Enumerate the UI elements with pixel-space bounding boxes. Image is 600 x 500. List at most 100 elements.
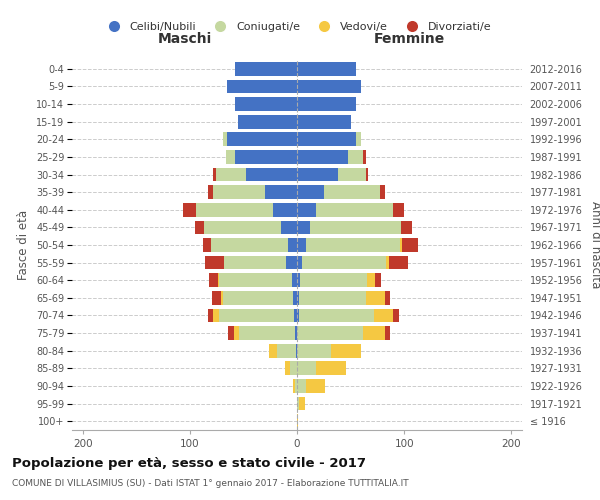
Bar [196,203,274,216]
Bar [184,203,196,216]
Bar [401,220,412,234]
Bar [375,274,380,287]
Bar [219,274,292,287]
Bar [394,203,404,216]
Bar [297,326,364,340]
Bar [239,326,295,340]
Bar [204,220,281,234]
Bar [297,362,316,375]
Bar [297,256,302,270]
Bar [296,344,297,358]
Bar [226,150,235,164]
Bar [394,308,399,322]
Bar [389,256,409,270]
Bar [367,274,375,287]
Bar [365,168,368,181]
Bar [212,291,221,304]
Bar [269,344,277,358]
Bar [374,308,394,322]
Bar [305,379,325,393]
Bar [297,308,299,322]
Bar [195,220,204,234]
Text: COMUNE DI VILLASIMIUS (SU) - Dati ISTAT 1° gennaio 2017 - Elaborazione TUTTITALI: COMUNE DI VILLASIMIUS (SU) - Dati ISTAT … [12,479,409,488]
Bar [214,168,215,181]
Bar [297,291,299,304]
Bar [297,238,305,252]
Bar [290,362,297,375]
Bar [286,256,297,270]
Bar [380,186,385,199]
Bar [338,168,365,181]
Bar [316,362,346,375]
Bar [400,238,402,252]
Bar [238,115,297,128]
Bar [285,362,290,375]
Bar [221,291,223,304]
Bar [297,150,349,164]
Bar [297,132,356,146]
Bar [208,186,214,199]
Bar [299,396,305,410]
Bar [295,379,297,393]
Bar [331,344,361,358]
Bar [223,132,227,146]
Bar [364,150,365,164]
Bar [235,97,297,111]
Bar [385,326,390,340]
Bar [386,256,389,270]
Text: Femmine: Femmine [374,32,445,46]
Bar [265,186,297,199]
Y-axis label: Fasce di età: Fasce di età [17,210,31,280]
Bar [274,203,297,216]
Bar [364,326,385,340]
Legend: Celibi/Nubili, Coniugati/e, Vedovi/e, Divorziati/e: Celibi/Nubili, Coniugati/e, Vedovi/e, Di… [98,18,496,36]
Bar [297,379,305,393]
Bar [224,256,286,270]
Bar [305,238,400,252]
Bar [297,396,299,410]
Bar [293,379,295,393]
Bar [208,308,214,322]
Bar [203,238,211,252]
Bar [297,62,356,76]
Bar [277,344,296,358]
Bar [297,203,316,216]
Bar [214,308,219,322]
Bar [297,115,350,128]
Bar [214,186,265,199]
Bar [299,291,365,304]
Bar [293,291,297,304]
Bar [297,97,356,111]
Bar [349,150,364,164]
Bar [292,274,297,287]
Bar [289,238,297,252]
Y-axis label: Anni di nascita: Anni di nascita [589,202,600,288]
Bar [234,326,239,340]
Bar [300,274,367,287]
Text: Maschi: Maschi [157,32,212,46]
Bar [402,238,418,252]
Bar [295,326,297,340]
Bar [297,414,298,428]
Bar [385,291,390,304]
Bar [209,274,218,287]
Bar [324,186,380,199]
Bar [235,150,297,164]
Bar [297,186,324,199]
Bar [223,291,293,304]
Bar [219,308,294,322]
Bar [297,220,310,234]
Bar [229,326,234,340]
Bar [297,80,361,94]
Bar [211,238,289,252]
Bar [297,274,300,287]
Bar [227,80,297,94]
Bar [215,168,245,181]
Text: Popolazione per età, sesso e stato civile - 2017: Popolazione per età, sesso e stato civil… [12,458,366,470]
Bar [227,132,297,146]
Bar [297,168,338,181]
Bar [297,344,331,358]
Bar [316,203,394,216]
Bar [356,132,361,146]
Bar [235,62,297,76]
